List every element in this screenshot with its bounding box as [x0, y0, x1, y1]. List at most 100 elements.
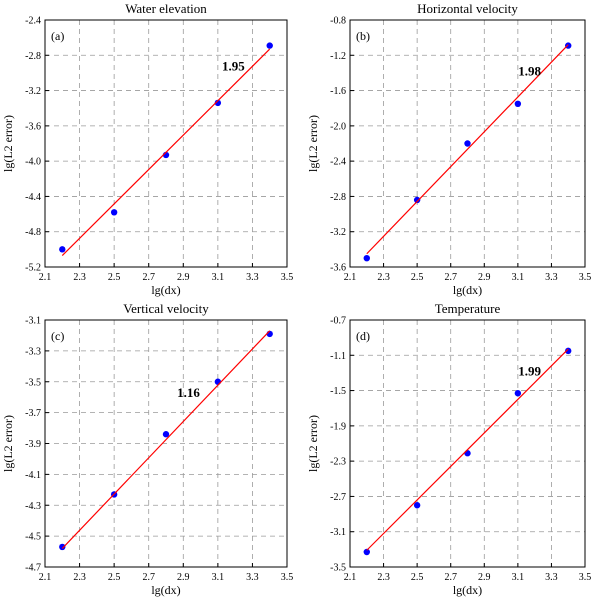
x-tick-label: 2.7: [142, 572, 155, 583]
chart-panel-4: 2.1 2.3 2.5 2.7 2.9 3.1 3.3 3.5 -3.5 -3.1 -2.7 -2.3…: [306, 301, 591, 597]
plot-frame: [44, 319, 288, 568]
y-tick-label: -3.1: [330, 527, 346, 538]
y-axis-label: lg(L2 error): [1, 415, 15, 472]
y-tick-label: -2.7: [330, 492, 346, 503]
slope-annotation: 1.95: [222, 58, 245, 73]
x-tick-label: 3.5: [281, 572, 294, 583]
fit-line: [366, 348, 569, 551]
y-tick-label: -3.6: [330, 263, 346, 274]
x-tick-label: 2.7: [444, 572, 457, 583]
fit-line: [61, 48, 271, 256]
data-point: [565, 347, 572, 355]
y-tick-label: -5.2: [25, 263, 41, 274]
x-tick-label: 2.3: [377, 272, 390, 283]
x-tick-label: 2.3: [73, 272, 86, 283]
chart-title: Water elevation: [125, 1, 207, 16]
y-tick-label: -2.4: [25, 16, 41, 27]
x-tick-label: 2.1: [344, 272, 357, 283]
data-point: [214, 99, 222, 107]
slope-annotation: 1.16: [177, 385, 200, 400]
y-tick-label: -2.8: [25, 51, 41, 62]
slope-annotation: 1.98: [518, 64, 541, 79]
data-point: [162, 431, 170, 438]
x-tick-label: 3.1: [512, 572, 525, 583]
chart-title: Horizontal velocity: [417, 1, 518, 16]
x-tick-label: 3.3: [246, 272, 259, 283]
y-tick-label: -2.3: [330, 457, 346, 468]
y-tick-label: -3.9: [25, 439, 41, 450]
panel-label: (d): [356, 329, 370, 343]
x-tick-label: 2.1: [344, 572, 357, 583]
x-tick-label: 3.5: [579, 272, 592, 283]
y-tick-label: -0.7: [330, 316, 346, 327]
panel-label: (a): [51, 29, 64, 43]
x-tick-label: 3.1: [512, 272, 525, 283]
y-tick-label: -4.8: [25, 227, 41, 238]
chart-panel-3: 2.1 2.3 2.5 2.7 2.9 3.1 3.3 3.5 -4.7 -4.5 -4.3 -4.1…: [1, 301, 293, 597]
data-point: [464, 450, 471, 457]
data-point: [266, 42, 273, 49]
data-point: [413, 196, 421, 204]
y-tick-label: -1.5: [330, 386, 346, 397]
y-tick-label: -2.4: [330, 157, 346, 168]
x-tick-label: 3.3: [246, 572, 259, 583]
x-tick-label: 3.3: [545, 572, 558, 583]
y-tick-label: -4.3: [25, 501, 41, 512]
x-tick-label: 2.5: [411, 272, 424, 283]
data-point: [363, 548, 370, 556]
y-axis-label: lg(L2 error): [306, 115, 320, 172]
x-tick-label: 2.9: [478, 572, 491, 583]
y-tick-label: -3.3: [25, 346, 41, 357]
data-point: [59, 246, 66, 253]
x-axis-label: lg(dx): [151, 283, 180, 297]
y-tick-label: -4.0: [25, 157, 41, 168]
slope-annotation: 1.99: [518, 364, 541, 379]
data-point: [464, 140, 471, 147]
y-tick-label: -3.5: [330, 563, 346, 574]
x-tick-label: 3.5: [579, 572, 592, 583]
x-axis-label: lg(dx): [453, 583, 482, 597]
y-tick-label: -1.6: [330, 86, 346, 97]
y-tick-label: -3.6: [25, 121, 41, 132]
y-tick-label: -4.5: [25, 532, 41, 543]
x-tick-label: 3.1: [212, 572, 225, 583]
y-tick-label: -2.0: [330, 121, 346, 132]
x-tick-label: 2.9: [478, 272, 491, 283]
x-tick-label: 2.3: [377, 572, 390, 583]
x-tick-label: 2.5: [108, 272, 121, 283]
data-point: [363, 254, 370, 262]
y-tick-label: -4.7: [25, 563, 41, 574]
x-axis-label: lg(dx): [453, 283, 482, 297]
x-tick-label: 2.7: [142, 272, 155, 283]
plot-frame: [349, 319, 586, 568]
panel-label: (c): [51, 329, 64, 343]
x-tick-label: 3.1: [212, 272, 225, 283]
x-tick-label: 2.1: [39, 272, 52, 283]
chart-title: Vertical velocity: [123, 301, 209, 316]
y-tick-label: -0.8: [330, 16, 346, 27]
y-axis-label: lg(L2 error): [1, 115, 15, 172]
y-tick-label: -3.1: [25, 316, 41, 327]
chart-panel-1: 2.1 2.3 2.5 2.7 2.9 3.1 3.3 3.5 -5.2 -4.8 -4.4 -4.0…: [1, 1, 293, 297]
x-tick-label: 2.9: [177, 272, 190, 283]
x-tick-label: 3.3: [545, 272, 558, 283]
y-tick-label: -3.7: [25, 408, 41, 419]
y-tick-label: -1.9: [330, 421, 346, 432]
chart-title: Temperature: [435, 301, 501, 316]
y-tick-label: -4.1: [25, 470, 41, 481]
y-tick-label: -3.2: [25, 86, 41, 97]
panel-label: (b): [356, 29, 370, 43]
plot-frame: [349, 19, 586, 268]
x-tick-label: 2.7: [444, 272, 457, 283]
data-point: [514, 100, 522, 108]
data-point: [214, 378, 222, 385]
y-tick-label: -2.8: [330, 192, 346, 203]
fit-line: [366, 44, 569, 255]
data-point: [514, 390, 522, 397]
x-tick-label: 2.3: [73, 572, 86, 583]
y-tick-label: -3.2: [330, 227, 346, 238]
x-tick-label: 2.1: [39, 572, 52, 583]
y-tick-label: -3.5: [25, 377, 41, 388]
y-tick-label: -4.4: [25, 192, 41, 203]
x-tick-label: 3.5: [281, 272, 294, 283]
